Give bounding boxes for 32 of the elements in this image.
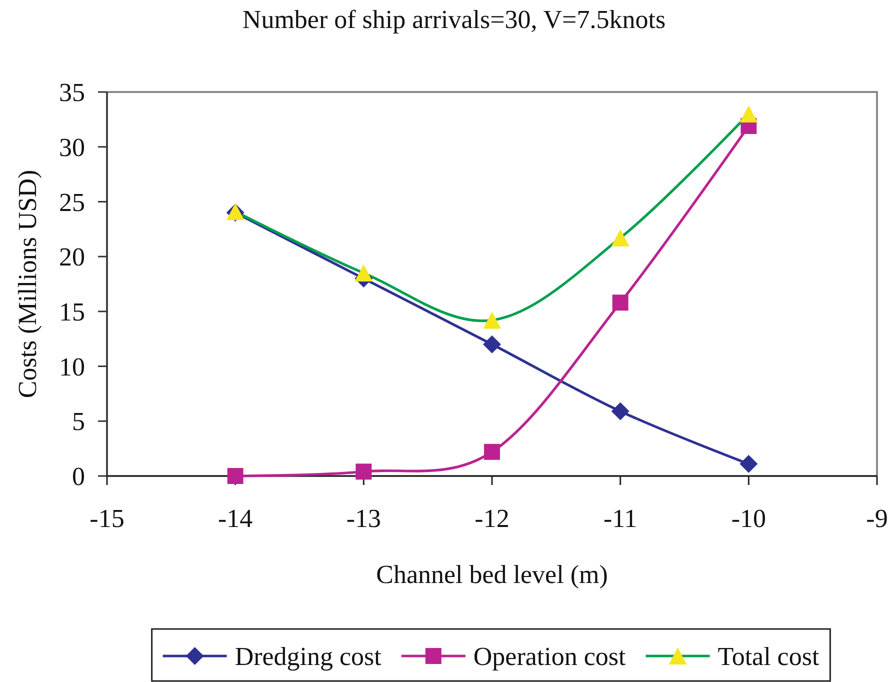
legend-label: Operation cost [473, 642, 627, 671]
point [740, 105, 758, 122]
y-tick-label: 5 [72, 407, 85, 436]
x-tick-label: -13 [346, 504, 382, 533]
y-tick-label: 30 [59, 132, 85, 162]
point [483, 312, 501, 329]
y-tick-label: 35 [59, 78, 85, 108]
legend-label: Total cost [718, 642, 820, 671]
legend-label: Dredging cost [234, 642, 382, 671]
x-tick-label: -10 [731, 504, 766, 533]
point [484, 444, 500, 460]
x-tick-label: -11 [603, 504, 638, 533]
y-tick-label: 15 [59, 298, 85, 327]
x-tick-label: -12 [474, 504, 510, 533]
y-tick-label: 0 [72, 462, 85, 492]
y-axis-title: Costs (Millions USD) [13, 170, 42, 398]
point [611, 402, 630, 420]
x-tick-label: -14 [218, 504, 253, 533]
point [611, 229, 630, 246]
point [612, 294, 628, 311]
x-tick-label: -15 [90, 504, 124, 533]
x-tick-label: -9 [866, 504, 888, 533]
y-tick-label: 10 [59, 352, 85, 382]
point [227, 468, 244, 484]
x-axis-title: Channel bed level (m) [376, 560, 608, 589]
point [483, 335, 501, 354]
y-tick-label: 20 [59, 242, 85, 272]
y-tick-label: 25 [59, 188, 85, 217]
point [356, 464, 372, 480]
point [740, 454, 758, 473]
chart-title: Number of ship arrivals=30, V=7.5knots [242, 5, 666, 34]
point [354, 264, 373, 282]
